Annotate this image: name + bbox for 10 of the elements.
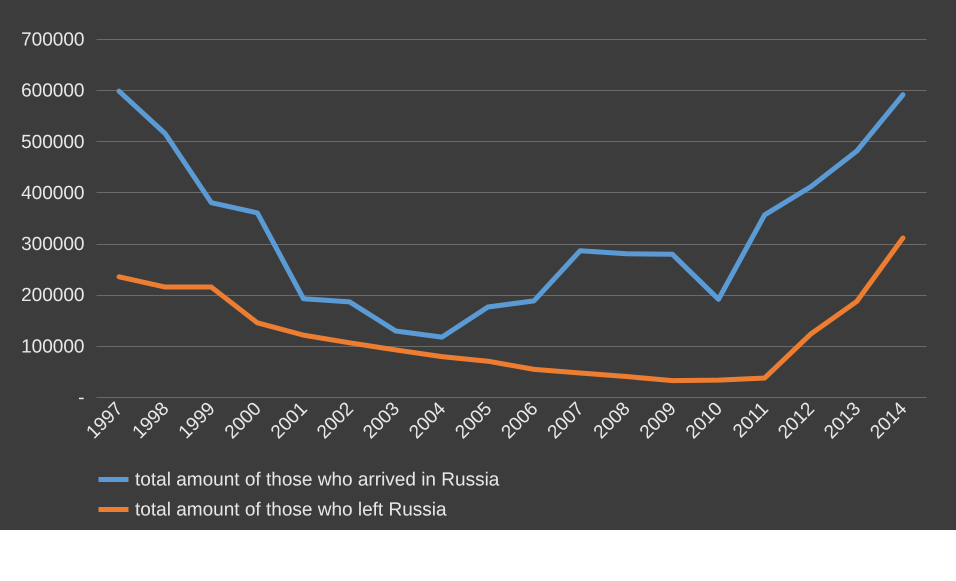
y-tick-label: - bbox=[78, 388, 84, 408]
legend-label: total amount of those who left Russia bbox=[135, 500, 447, 520]
y-tick-label: 600000 bbox=[21, 80, 84, 102]
y-tick-label: 100000 bbox=[21, 336, 84, 358]
y-tick-label: 500000 bbox=[21, 132, 84, 153]
y-tick-label: 400000 bbox=[21, 182, 84, 204]
y-tick-label: 300000 bbox=[21, 234, 84, 256]
y-tick-label: 200000 bbox=[21, 285, 84, 306]
y-tick-label: 700000 bbox=[21, 30, 84, 50]
legend-label: total amount of those who arrived in Russia bbox=[135, 470, 500, 490]
